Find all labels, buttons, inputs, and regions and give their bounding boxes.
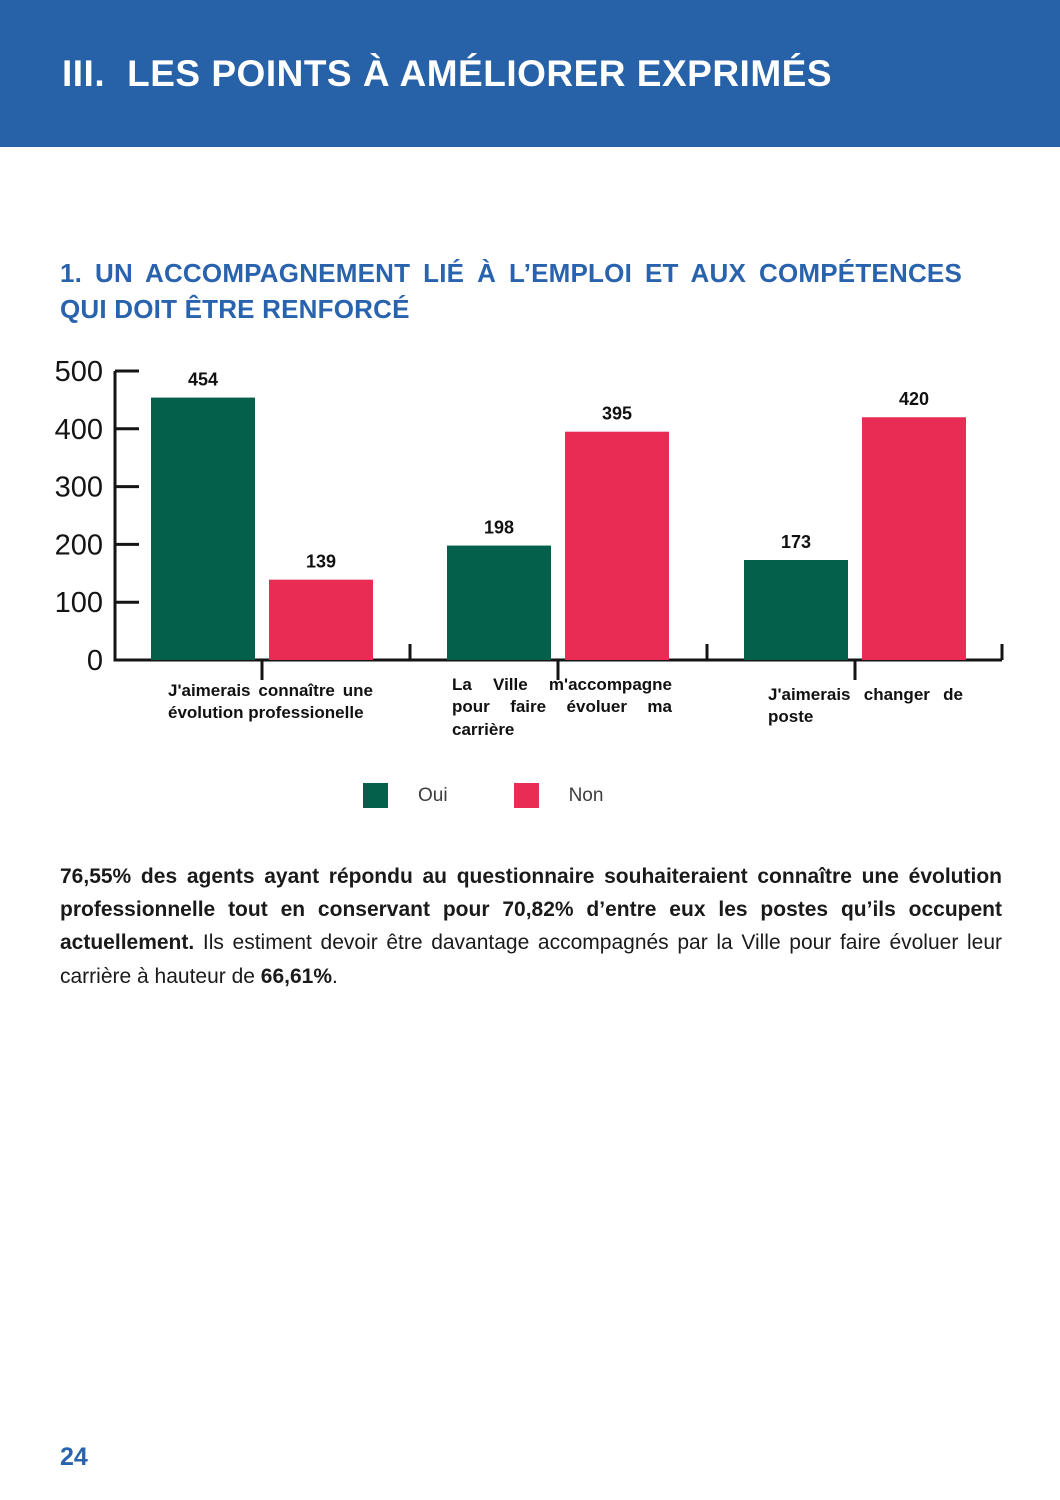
paragraph-bold-intro: 76,55% des agents ayant répondu au quest… — [60, 865, 1002, 955]
y-axis-tick-label: 400 — [55, 414, 103, 446]
page-number: 24 — [60, 1443, 88, 1471]
legend-item-non: Non — [513, 783, 604, 808]
bar-oui-1 — [447, 545, 551, 660]
paragraph-regular-end: . — [332, 964, 338, 988]
bar-oui-2 — [744, 560, 848, 660]
section-heading-line1: 1. UN ACCOMPAGNEMENT LIÉ À L’EMPLOI ET A… — [60, 258, 962, 288]
y-axis-tick-label: 100 — [55, 587, 103, 619]
bar-oui-0 — [151, 397, 255, 660]
paragraph-regular-middle: Ils estiment devoir être davantage accom… — [60, 931, 1002, 988]
y-axis-tick-label: 0 — [87, 645, 103, 677]
legend-label-oui: Oui — [418, 784, 448, 806]
legend-swatch-non — [513, 783, 539, 808]
y-axis-tick-label: 500 — [55, 356, 103, 388]
analysis-paragraph: 76,55% des agents ayant répondu au quest… — [60, 860, 1002, 993]
paragraph-bold-value: 66,61% — [260, 964, 333, 988]
bar-value-label-non-1: 395 — [602, 404, 632, 424]
bar-non-1 — [565, 431, 669, 660]
y-axis-tick-label: 300 — [55, 472, 103, 504]
category-label-0: J'aimerais connaître une évolution profe… — [168, 681, 373, 723]
category-label-1: La Ville m'accompagne pour faire évoluer… — [452, 675, 672, 739]
legend-swatch-oui — [363, 783, 388, 808]
bar-chart-canvas: 0 100 200 300 400 500 454 198 173 139 395 420 — [55, 356, 1004, 680]
section-heading: 1. UN ACCOMPAGNEMENT LIÉ À L’EMPLOI ET A… — [60, 256, 962, 328]
bar-non-0 — [269, 579, 373, 660]
section-heading-line2: QUI DOIT ÊTRE RENFORCÉ — [60, 293, 410, 324]
chart-legend: Oui Non — [363, 783, 603, 808]
bar-non-2 — [862, 417, 966, 660]
bar-value-label-oui-0: 454 — [188, 370, 218, 390]
legend-label-non: Non — [568, 784, 604, 806]
bar-value-label-non-0: 139 — [306, 552, 336, 572]
header-numeral: III. — [62, 52, 106, 94]
page-header-banner: III. LES POINTS À AMÉLIORER EXPRIMÉS — [0, 0, 1060, 147]
bar-value-label-oui-2: 173 — [781, 532, 811, 552]
y-axis-tick-label: 200 — [55, 529, 103, 561]
header-title: LES POINTS À AMÉLIORER EXPRIMÉS — [127, 52, 833, 94]
category-label-2: J'aimerais changer de poste — [768, 685, 963, 727]
bar-value-label-oui-1: 198 — [484, 518, 514, 538]
legend-item-oui: Oui — [363, 783, 448, 808]
bar-value-label-non-2: 420 — [899, 389, 929, 409]
